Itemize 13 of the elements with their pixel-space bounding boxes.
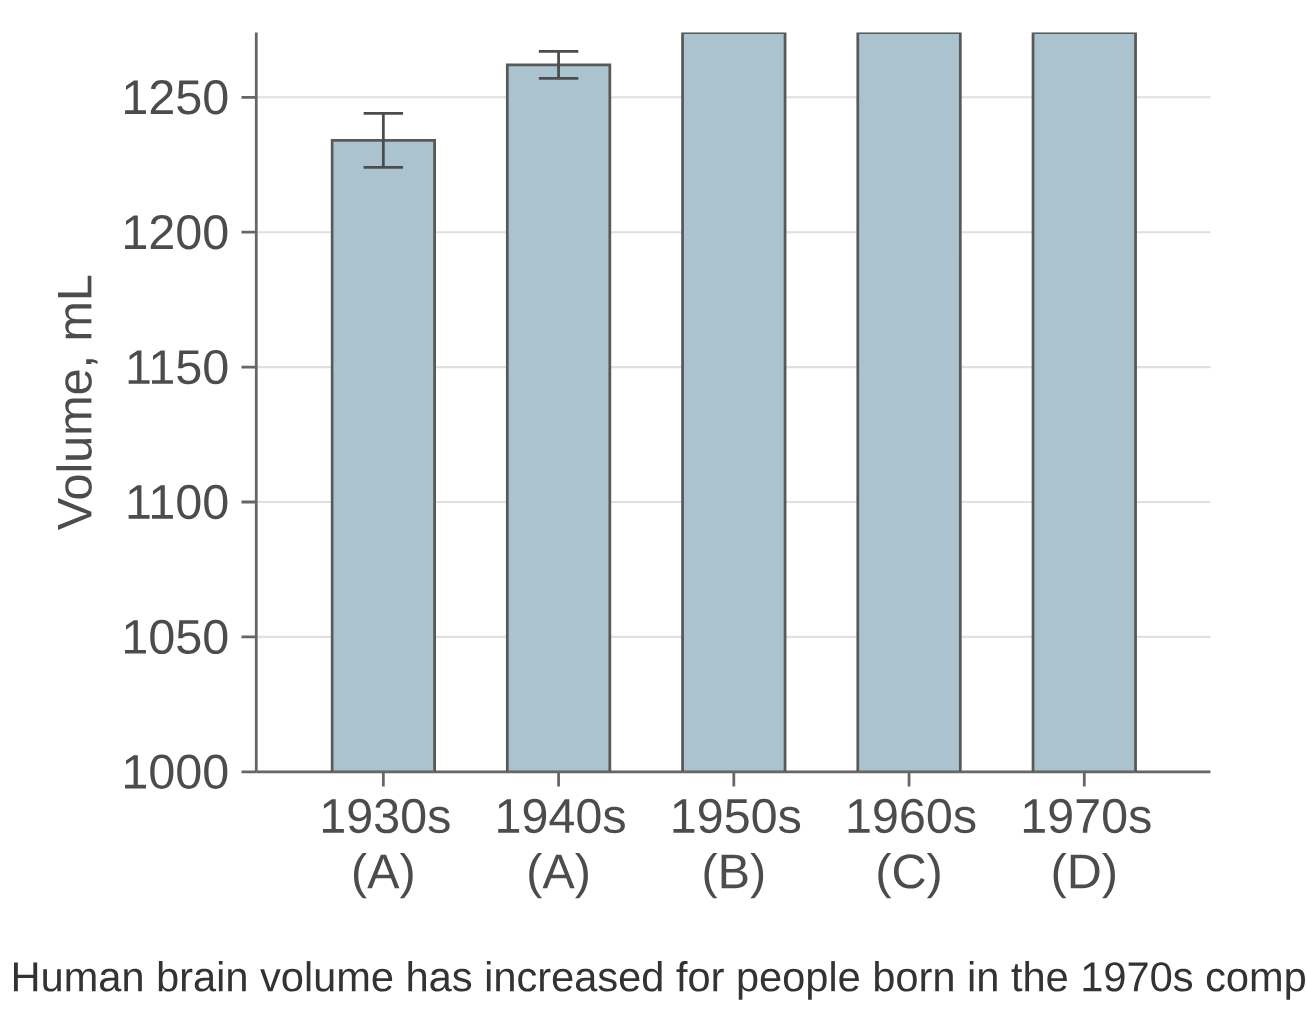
y-axis-title: Volume, mL (56, 275, 98, 530)
x-tick-label: 1950s (B) (673, 798, 801, 899)
y-tick-label: 1100 (128, 484, 228, 520)
y-tick-label: 1150 (128, 349, 228, 385)
y-tick-label: 1050 (125, 619, 228, 654)
x-tick-label: 1930s (A) (322, 798, 450, 899)
x-tick-label: 1960s (C) (848, 798, 976, 899)
y-tick-label: 1200 (125, 214, 228, 250)
y-tick-label: 1250 (125, 79, 228, 115)
x-tick-label: 1970s (D) (1023, 798, 1151, 899)
x-tick-label: 1940s (A) (498, 798, 625, 899)
text: Human brain volume has increased for people born in the 1970s comp (13, 960, 1305, 1000)
y-tick-label: 1000 (125, 754, 228, 789)
